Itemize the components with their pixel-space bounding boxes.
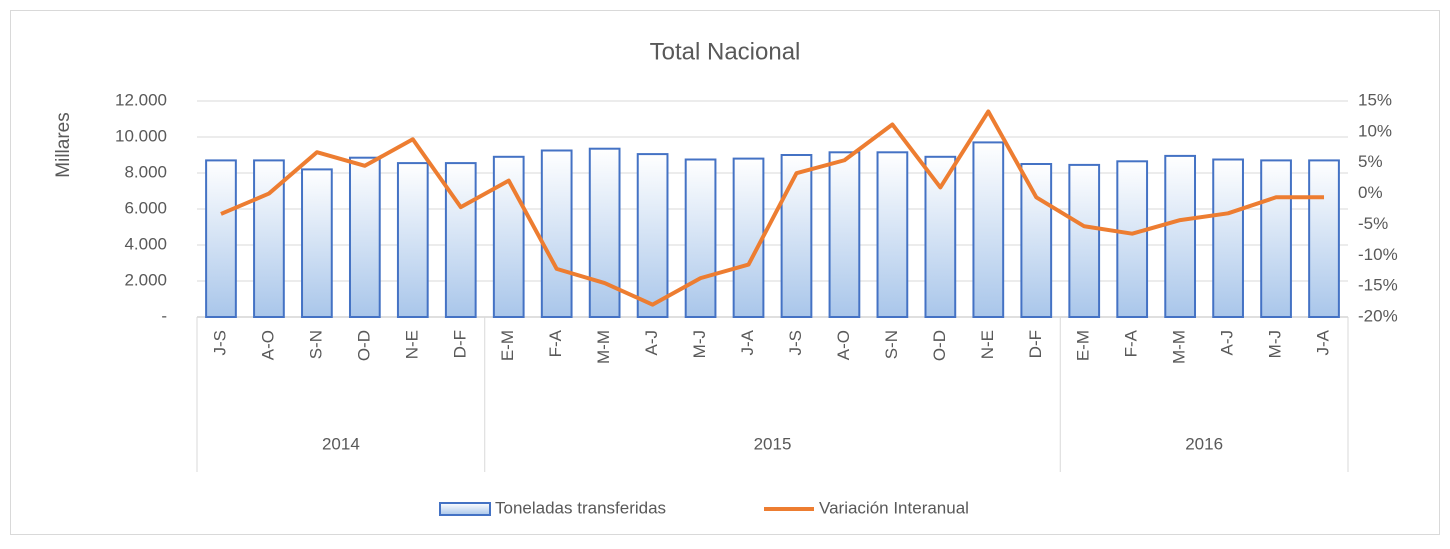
x-tick-label: S-N [306, 330, 325, 359]
y-tick-label: 4.000 [124, 234, 167, 253]
y2-tick-label: 5% [1358, 152, 1383, 171]
x-tick-label: A-J [1218, 330, 1237, 356]
x-tick-label: M-J [1266, 330, 1285, 358]
line-series [220, 109, 1325, 307]
bar [876, 151, 909, 318]
bar [1212, 158, 1244, 318]
bar [924, 155, 957, 318]
legend-swatch [439, 502, 491, 516]
x-tick-label: N-E [402, 330, 421, 359]
y2-tick-label: -20% [1358, 306, 1398, 325]
x-tick-label: J-A [1314, 329, 1333, 355]
x-tick-label: J-A [738, 329, 757, 355]
group-label: 2016 [1185, 434, 1223, 453]
x-tick-label: J-S [786, 330, 805, 356]
legend-label: Toneladas transferidas [495, 498, 666, 517]
x-tick-label: M-M [1170, 330, 1189, 364]
x-tick-label: N-E [978, 330, 997, 359]
bar [205, 159, 237, 318]
bar [348, 156, 381, 318]
y2-tick-label: 10% [1358, 121, 1392, 140]
x-tick-label: A-O [834, 330, 853, 360]
x-tick-label: O-D [930, 330, 949, 361]
bar [972, 141, 1005, 318]
y2-tick-label: 0% [1358, 183, 1383, 202]
bar [444, 162, 477, 318]
bar [1164, 154, 1197, 318]
bar [828, 151, 861, 318]
bar [684, 158, 717, 318]
group-label: 2014 [322, 434, 360, 453]
legend-label: Variación Interanual [819, 498, 969, 517]
x-tick-label: E-M [498, 330, 517, 361]
y2-tick-label: -10% [1358, 245, 1398, 264]
x-tick-label: E-M [1074, 330, 1093, 361]
x-tick-label: M-J [690, 330, 709, 358]
bar [1308, 159, 1340, 318]
bar [396, 162, 429, 318]
x-tick-label: A-O [258, 330, 277, 360]
bar [301, 168, 333, 318]
bar [636, 153, 669, 318]
y2-tick-label: -5% [1358, 214, 1388, 233]
x-tick-label: M-M [594, 330, 613, 364]
bar [732, 157, 765, 318]
chart-title: Total Nacional [650, 38, 801, 65]
x-tick-label: S-N [882, 330, 901, 359]
x-tick-label: O-D [354, 330, 373, 361]
y-tick-label: 8.000 [124, 162, 167, 181]
y-tick-label: 10.000 [115, 126, 167, 145]
bar [1260, 159, 1292, 318]
bar [780, 154, 813, 318]
bar [1068, 163, 1101, 318]
y-tick-label: 12.000 [115, 90, 167, 109]
x-tick-label: A-J [642, 330, 661, 356]
x-tick-label: D-F [450, 330, 469, 358]
y-tick-label: 6.000 [124, 198, 167, 217]
bar [588, 147, 621, 318]
group-label: 2015 [754, 434, 792, 453]
x-tick-label: D-F [1026, 330, 1045, 358]
y-axis-label: Millares [53, 112, 74, 177]
y-tick-label: 2.000 [124, 270, 167, 289]
x-tick-label: J-S [210, 330, 229, 356]
x-tick-label: F-A [546, 329, 565, 357]
y2-tick-label: 15% [1358, 90, 1392, 109]
bar [1020, 163, 1053, 318]
y-tick-label: - [161, 306, 167, 325]
y2-tick-label: -15% [1358, 276, 1398, 295]
bar [540, 149, 573, 318]
x-tick-label: F-A [1122, 329, 1141, 357]
bar [1116, 160, 1149, 318]
